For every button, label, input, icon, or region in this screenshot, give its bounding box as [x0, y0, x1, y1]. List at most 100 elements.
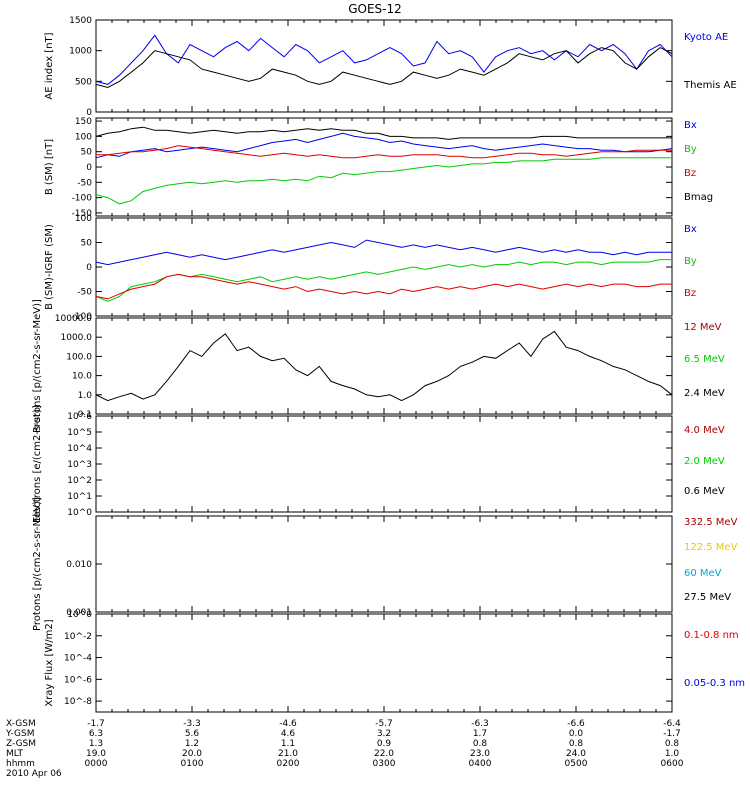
series-line-bz [96, 145, 672, 159]
ephemeris-value: 21.0 [278, 749, 298, 759]
legend-label: 332.5 MeV [684, 517, 738, 528]
y-tick-label: 0.1 [78, 410, 92, 420]
y-tick-label: 50 [81, 239, 93, 249]
figure-title: GOES-12 [348, 2, 402, 16]
y-tick-label: 10^4 [67, 444, 92, 454]
y-tick-label: -100 [72, 194, 93, 204]
y-tick-label: 10^-6 [64, 675, 92, 685]
ephemeris-value: 1.2 [185, 739, 199, 749]
y-axis-label: B (SM) [nT] [44, 139, 55, 195]
legend-label: Bz [684, 288, 696, 299]
legend-label: Bx [684, 120, 697, 131]
ephemeris-value: 0100 [181, 759, 204, 769]
series-line-bmag [95, 126, 672, 140]
legend-label: 2.4 MeV [684, 388, 725, 399]
ephemeris-value: -1.7 [663, 729, 681, 739]
y-tick-label: 1500 [69, 16, 92, 26]
panel-7: 10^-8 10^-6 10^-4 10^-2 10^0 Xray Flux [W/m2]… [44, 610, 745, 713]
series-line-themis-ae [95, 47, 673, 89]
y-tick-label: 1.0 [78, 391, 93, 401]
panel-frame [95, 415, 673, 513]
ephemeris-value: 20.0 [182, 749, 202, 759]
ephemeris-value: 24.0 [566, 749, 586, 759]
y-axis-label: Xray Flux [W/m2] [44, 619, 55, 706]
ephemeris-value: 0.8 [665, 739, 680, 749]
ephemeris-value: 23.0 [470, 749, 490, 759]
y-tick-label: 10^0 [67, 610, 92, 620]
series-line-2-4-mev [95, 330, 673, 402]
y-axis-label: Electrons [e/(cm2-s-sr)] [32, 405, 43, 523]
legend-label: Kyoto AE [684, 32, 728, 43]
legend-label: 27.5 MeV [684, 592, 731, 603]
ephemeris-value: 0.8 [473, 739, 488, 749]
ephemeris-value: 1.0 [665, 749, 680, 759]
ephemeris-value: 5.6 [185, 729, 200, 739]
ephemeris-value: 0500 [565, 759, 588, 769]
legend-label: 4.0 MeV [684, 425, 725, 436]
panel-4: 0.1 1.0 10.0 100.0 1000.0 10000.0 Protons [p/(… [32, 299, 725, 433]
legend-label: Bx [684, 224, 697, 235]
y-tick-label: 10^-8 [64, 697, 92, 707]
ephemeris-value: 0200 [277, 759, 300, 769]
series-line-by [95, 157, 672, 205]
y-axis-label: B (SM)-IGRF (SM) [44, 224, 55, 310]
y-axis-label: Protons [p/(cm2-s-sr-MeV)] [32, 299, 43, 433]
y-tick-label: 10^0 [67, 508, 92, 518]
legend-label: By [684, 144, 697, 155]
series-line-by [95, 259, 672, 302]
panel-2: -150 -100 -50 0 50 100 150 B (SM) [nT] Bx By Bz Bma… [44, 117, 713, 219]
y-tick-label: 0 [86, 263, 92, 273]
y-axis-label: Protons [p/(cm2-s-sr-MeV)] [32, 497, 43, 631]
y-tick-label: 10^-2 [64, 632, 92, 642]
y-tick-label: 0 [86, 108, 92, 118]
y-tick-label: 0.010 [66, 560, 92, 570]
ephemeris-value: -4.6 [279, 719, 297, 729]
panel-frame [95, 317, 673, 415]
series-line-kyoto-ae [95, 34, 673, 85]
panel-frame [95, 613, 673, 713]
y-tick-label: 150 [75, 117, 92, 127]
ephemeris-value: 4.6 [281, 729, 296, 739]
series-line-bz [95, 273, 672, 300]
legend-label: 122.5 MeV [684, 542, 738, 553]
legend-label: By [684, 256, 697, 267]
y-tick-label: 10^2 [67, 476, 92, 486]
panel-5: 10^0 10^1 10^2 10^3 10^4 10^5 10^6 Electrons [e… [32, 405, 725, 523]
panel-frame [95, 515, 673, 613]
ephemeris-value: 6.3 [89, 729, 103, 739]
panel-frame [95, 217, 673, 317]
y-tick-label: 0.001 [66, 608, 92, 618]
y-tick-label: -150 [72, 209, 93, 219]
ephemeris-value: 0600 [661, 759, 684, 769]
y-tick-label: 100 [75, 132, 92, 142]
y-tick-label: 10.0 [72, 372, 92, 382]
ephemeris-label: Z-GSM [6, 739, 36, 749]
panel-frame [95, 19, 673, 113]
ephemeris-label: X-GSM [6, 719, 36, 729]
y-tick-label: 50 [81, 148, 93, 158]
y-tick-label: -50 [77, 178, 92, 188]
y-tick-label: 1000 [69, 47, 92, 57]
date-label: 2010 Apr 06 [6, 769, 62, 779]
legend-label: 0.05-0.3 nm [684, 678, 745, 689]
ephemeris-value: -6.4 [663, 719, 681, 729]
y-tick-label: 500 [75, 77, 92, 87]
ephemeris-value: 22.0 [374, 749, 394, 759]
y-tick-label: 1000.0 [61, 333, 93, 343]
y-axis-label: AE index [nT] [44, 32, 55, 99]
y-tick-label: 10^5 [67, 428, 92, 438]
panel-3: -100 -50 0 50 100 B (SM)-IGRF (SM) Bx By Bz [44, 214, 697, 322]
legend-label: 6.5 MeV [684, 354, 725, 365]
ephemeris-value: 0000 [85, 759, 108, 769]
panel-6: 0.001 0.010 Protons [p/(cm2-s-sr-MeV)] 332.… [32, 497, 738, 631]
series-line-bx [95, 239, 672, 266]
legend-label: 0.1-0.8 nm [684, 630, 739, 641]
ephemeris-value: -1.7 [87, 719, 105, 729]
y-tick-label: 100 [75, 214, 92, 224]
legend-label: Bmag [684, 192, 713, 203]
legend-label: 2.0 MeV [684, 456, 725, 467]
y-tick-label: 100.0 [66, 352, 92, 362]
ephemeris-label: Y-GSM [5, 729, 34, 739]
y-tick-label: 10^-4 [64, 654, 92, 664]
